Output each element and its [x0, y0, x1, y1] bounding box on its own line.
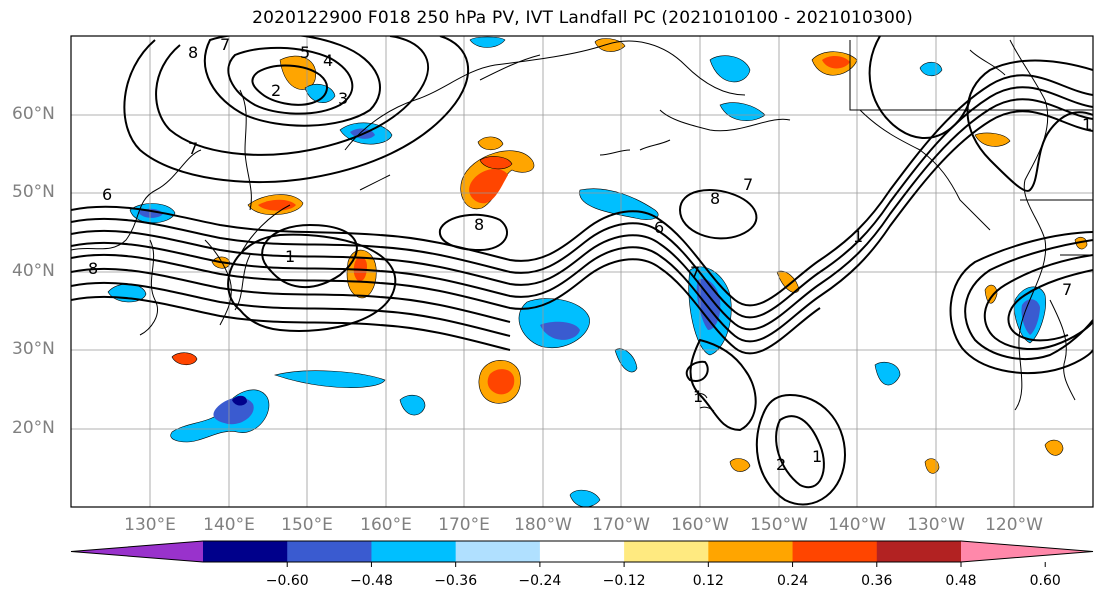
colorbar-segment	[624, 541, 709, 562]
lat-label-40n: 40°N	[12, 261, 55, 281]
colorbar-extend-high	[961, 541, 1093, 562]
lat-label-30n: 30°N	[12, 339, 55, 359]
lon-label-130e: 130°E	[124, 515, 176, 535]
svg-text:1: 1	[693, 387, 703, 406]
lon-label-120w: 120°W	[985, 515, 1043, 535]
colorbar-segment	[287, 541, 372, 562]
svg-text:1: 1	[285, 247, 295, 266]
pv-contours	[71, 36, 1093, 506]
svg-text:5: 5	[300, 43, 310, 62]
lat-label-60n: 60°N	[12, 104, 55, 124]
svg-text:6: 6	[654, 218, 664, 237]
colorbar-segment	[792, 541, 878, 562]
map-title: 2020122900 F018 250 hPa PV, IVT Landfall…	[252, 8, 913, 28]
svg-text:8: 8	[474, 215, 484, 234]
lon-label-170e: 170°E	[438, 515, 490, 535]
colorbar-segment	[708, 541, 794, 562]
colorbar-segment	[876, 541, 962, 562]
svg-text:8: 8	[88, 259, 98, 278]
lon-label-150e: 150°E	[281, 515, 333, 535]
svg-text:7: 7	[690, 263, 700, 282]
svg-text:4: 4	[323, 51, 333, 70]
coastlines	[71, 39, 1093, 412]
colorbar-tick-label: 0.24	[776, 573, 809, 589]
svg-text:7: 7	[188, 139, 198, 158]
svg-text:7: 7	[743, 175, 753, 194]
contour-labels: 8 7 5 4 2 3 7 6 8 1 8 6 7 8 1 7 1 1 2 1 …	[88, 35, 1092, 474]
colorbar-outline	[70, 540, 1094, 563]
colorbar-segment	[455, 541, 541, 562]
lon-label-180w: 180°W	[514, 515, 572, 535]
lon-label-160e: 160°E	[360, 515, 412, 535]
colorbar-segment	[203, 541, 288, 562]
svg-text:2: 2	[776, 455, 786, 474]
svg-text:3: 3	[338, 89, 348, 108]
colorbar-tick-label: 0.60	[1029, 573, 1061, 589]
colorbar-tick-label: 0.48	[945, 573, 977, 589]
svg-text:1: 1	[812, 447, 822, 466]
svg-text:1: 1	[853, 227, 863, 246]
colorbar-extend-low	[71, 541, 203, 562]
svg-text:7: 7	[220, 35, 230, 54]
colorbar-tick-label: −0.24	[518, 573, 562, 589]
svg-text:1: 1	[1082, 115, 1092, 134]
lat-label-20n: 20°N	[12, 418, 55, 438]
lon-label-130w: 130°W	[907, 515, 965, 535]
colorbar-tick-label: −0.48	[349, 573, 393, 589]
lon-label-160w: 160°W	[671, 515, 729, 535]
svg-text:7: 7	[1062, 280, 1072, 299]
svg-text:8: 8	[710, 189, 720, 208]
lon-label-140e: 140°E	[203, 515, 255, 535]
lat-label-50n: 50°N	[12, 182, 55, 202]
svg-text:2: 2	[271, 81, 281, 100]
colorbar-tick-label: −0.60	[265, 573, 309, 589]
lon-label-140w: 140°W	[828, 515, 886, 535]
svg-text:8: 8	[188, 43, 198, 62]
colorbar-tick-label: 0.12	[692, 573, 724, 589]
colorbar-segment	[539, 541, 625, 562]
colorbar-segment	[371, 541, 457, 562]
lon-label-170w: 170°W	[592, 515, 650, 535]
colorbar-tick-label: −0.36	[434, 573, 478, 589]
colorbar-tick-label: −0.12	[602, 573, 646, 589]
svg-text:6: 6	[102, 185, 112, 204]
lon-label-150w: 150°W	[750, 515, 808, 535]
plot-frame	[70, 35, 1094, 508]
colorbar-tick-label: 0.36	[861, 573, 893, 589]
